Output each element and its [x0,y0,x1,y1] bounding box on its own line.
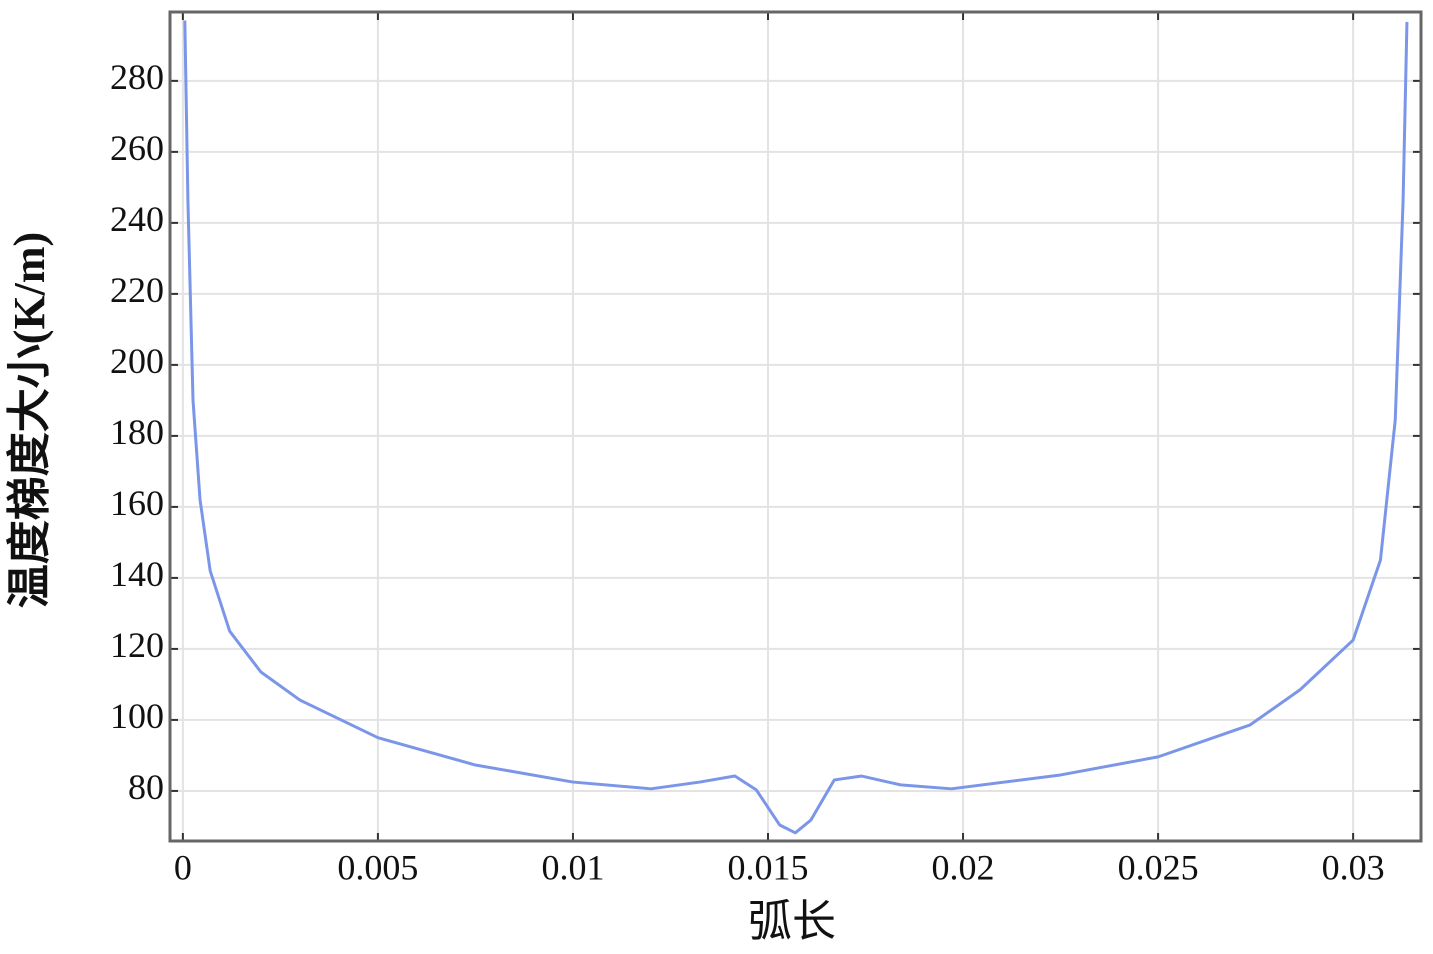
y-tick-label: 80 [128,767,164,807]
plot-frame [168,10,1423,843]
x-tick-label: 0.015 [727,847,808,887]
x-tick-label: 0.01 [541,847,604,887]
y-tick-label: 100 [110,696,164,736]
y-axis-label: 温度梯度大小(K/m) [5,232,54,608]
y-tick-label: 180 [110,412,164,452]
x-tick-label: 0.02 [932,847,995,887]
x-tick-label: 0.005 [337,847,418,887]
y-tick-label: 200 [110,341,164,381]
y-tick-label: 280 [110,57,164,97]
x-axis-label: 弧长 [748,897,836,946]
x-tick-label: 0.03 [1322,847,1385,887]
y-tick-label: 160 [110,483,164,523]
y-tick-label: 240 [110,199,164,239]
y-tick-label: 120 [110,625,164,665]
data-line [183,20,1409,835]
x-tick-label: 0 [174,847,192,887]
x-tick-label: 0.025 [1118,847,1199,887]
y-tick-label: 220 [110,270,164,310]
y-tick-label: 260 [110,128,164,168]
y-tick-label: 140 [110,554,164,594]
